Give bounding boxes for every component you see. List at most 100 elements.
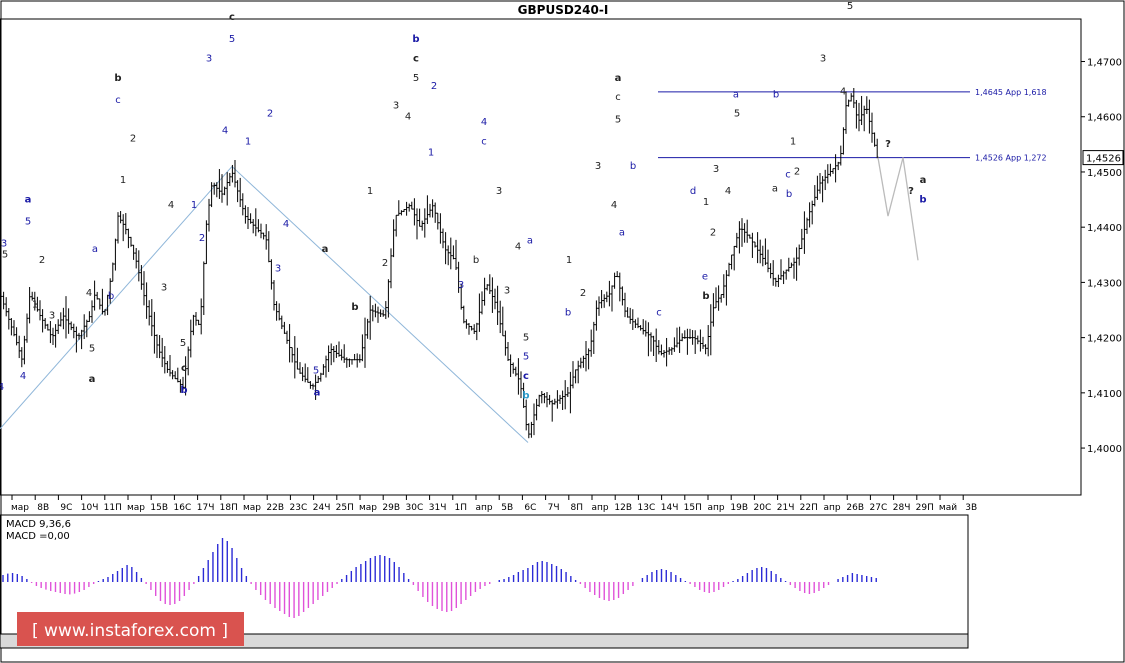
wave-label: 1 [245,136,251,147]
macd-histogram [2,538,877,618]
wave-label: b [108,291,114,302]
wave-label: 2 [710,227,716,238]
watermark-text: [ www.instaforex.com ] [32,621,228,641]
time-tick-label: 6С [524,503,536,513]
wave-label: 4 [611,200,617,211]
time-tick-label: апр [707,503,724,513]
wave-label: 4 [283,219,289,230]
wave-label: c [413,54,419,65]
wave-label: c [229,12,235,23]
wave-label: a [92,244,98,255]
wave-label: c [181,363,187,374]
wave-label: 1 [428,147,434,158]
time-tick-label: 8П [571,503,584,513]
time-tick-label: 27С [870,503,888,513]
time-tick-label: 26В [846,503,864,513]
time-tick-label: мар [127,503,145,513]
wave-label: 2 [39,255,45,266]
time-tick-label: 24Ч [313,503,331,513]
time-tick-label: 5В [501,503,513,513]
instaforex-watermark: [ www.instaforex.com ] [17,612,244,646]
wave-label: a [920,175,927,186]
wave-label: 4 [0,382,4,393]
wave-label: d [690,186,696,197]
time-tick-label: 29П [916,503,934,513]
time-tick-label: 25П [336,503,354,513]
wave-label: b [351,302,358,313]
wave-label: b [786,189,792,200]
wave-label: b [630,161,636,172]
time-tick-label: май [939,503,957,513]
wave-label: 4 [515,241,521,252]
wave-label: c [615,92,621,103]
wave-label: b [702,291,709,302]
price-tick-label: 1,4500 [1087,168,1122,179]
wave-label: c [785,169,791,180]
wave-label: c [115,95,121,106]
wave-label: a [89,374,96,385]
time-tick-label: 20С [754,503,772,513]
wave-label: c [523,371,529,382]
time-tick-label: 1П [455,503,468,513]
wave-label: 4 [168,200,174,211]
wave-label: 2 [199,233,205,244]
wave-label: 3 [206,54,212,65]
wave-label: 3 [1,239,7,250]
wave-label: b [773,89,779,100]
wave-label: 5 [180,338,186,349]
wave-label: b [565,308,571,319]
wave-label: 3 [458,280,464,291]
time-tick-label: апр [823,503,840,513]
projection-path [877,157,919,261]
wave-label: 5 [413,73,419,84]
wave-label: b [522,390,529,401]
level-label: 1,4526 App 1,272 [975,154,1047,163]
macd-value-label: MACD =0,00 [6,531,70,542]
wave-label: 1 [191,200,197,211]
wave-label: ? [885,139,891,150]
wave-label: 2 [580,288,586,299]
wave-label: 5 [523,332,529,343]
current-price-label: 1,4526 [1086,154,1121,165]
wave-label: ? [908,186,914,197]
time-tick-label: 17Ч [197,503,215,513]
wave-label: c [656,308,662,319]
wave-label: 2 [382,258,388,269]
wave-label: 5 [313,366,319,377]
wave-label: 3 [595,161,601,172]
time-tick-label: 19В [730,503,748,513]
wave-label: 2 [130,134,136,145]
wave-label: 3 [496,186,502,197]
price-tick-label: 1,4700 [1087,58,1122,69]
wave-label: 4 [840,87,846,98]
time-tick-label: 7Ч [548,503,560,513]
trend-lines [0,166,529,443]
time-tick-label: 22П [800,503,818,513]
macd-label: MACD 9,36,6 [6,519,71,530]
wave-label: b [180,385,187,396]
time-tick-label: 16С [174,503,192,513]
time-tick-label: 31Ч [429,503,447,513]
wave-label: a [527,236,533,247]
trend-line [0,166,233,430]
wave-label: 5 [229,34,235,45]
time-tick-label: 30С [406,503,424,513]
time-tick-label: мар [243,503,261,513]
wave-label: 5 [25,216,31,227]
time-tick-label: апр [591,503,608,513]
wave-label: 3 [393,100,399,111]
trend-line [231,166,529,443]
current-price-tag: 1,4526 [1082,150,1124,166]
wave-label: 1 [367,186,373,197]
time-tick-label: 13С [638,503,656,513]
wave-label: 3 [161,283,167,294]
wave-label: 3 [820,54,826,65]
price-tick-label: 1,4300 [1087,278,1122,289]
price-tick-label: 1,4000 [1087,444,1122,455]
wave-label: a [733,89,739,100]
wave-label: 5 [847,1,853,12]
wave-label: 1 [566,255,572,266]
wave-label: 3 [713,164,719,175]
level-label: 1,4645 App 1,618 [975,88,1047,97]
